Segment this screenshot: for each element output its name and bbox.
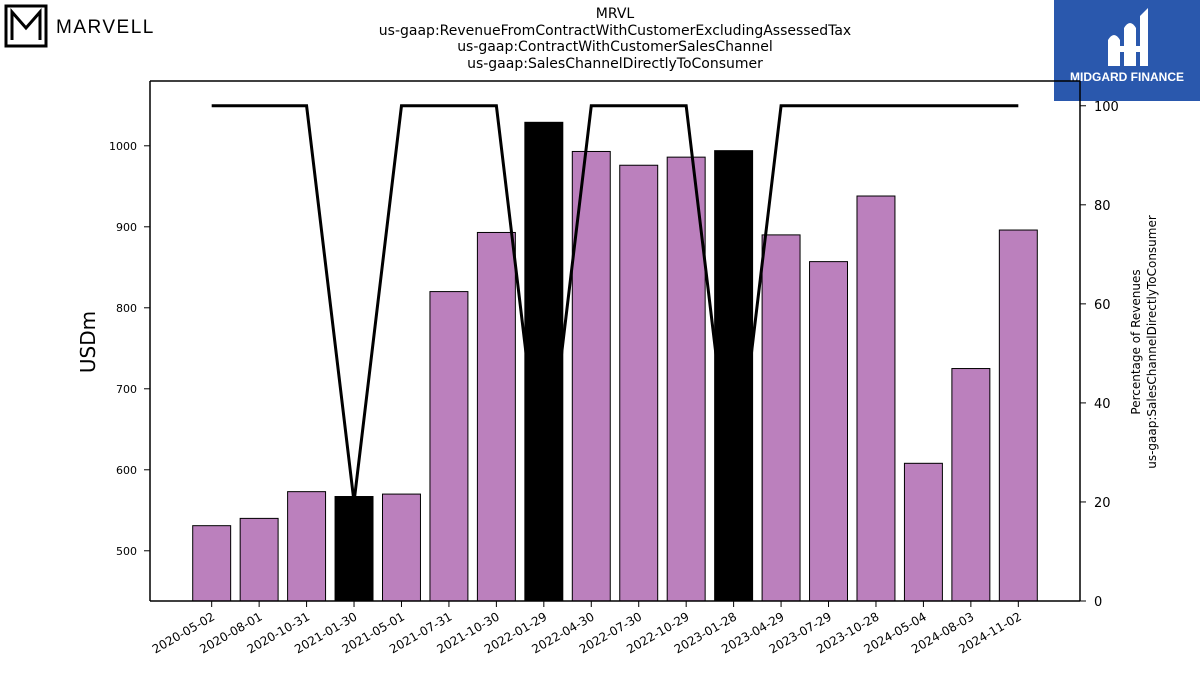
- left-tick-label: 500: [116, 545, 137, 558]
- bar-2023-10-28: [856, 195, 896, 602]
- left-axis-ticks: 500 600 700 800 900 1000: [109, 140, 150, 558]
- left-tick-label: 1000: [109, 140, 137, 153]
- y-axis-label: USDm: [76, 311, 100, 373]
- bar-2023-04-29: [761, 234, 801, 602]
- right-axis-ticks: 0 20 40 60 80 100: [1080, 100, 1119, 610]
- axes-group: [149, 80, 1081, 602]
- chart-title-line-3: us-gaap:ContractWithCustomerSalesChannel: [457, 39, 773, 55]
- midgard-finance-logo: MIDGARD FINANCE: [1054, 0, 1200, 101]
- chart-title-line-1: MRVL: [595, 6, 635, 22]
- bar-2024-08-03: [951, 368, 991, 602]
- left-tick-label: 800: [116, 302, 137, 315]
- x-axis-ticks: 2020-05-022020-08-012020-10-312021-01-30…: [150, 601, 1024, 656]
- bar-2020-05-02: [192, 525, 232, 602]
- marvell-logo: MARVELL: [4, 4, 164, 48]
- bar-2022-10-29: [666, 156, 706, 602]
- left-tick-label: 700: [116, 383, 137, 396]
- y-axis-right-label-line-1: Percentage of Revenues: [1129, 269, 1143, 414]
- bar-2021-07-31: [429, 291, 469, 602]
- y-axis-right-label-line-2: us-gaap:SalesChannelDirectlyToConsumer: [1145, 215, 1159, 469]
- left-tick-label: 600: [116, 464, 137, 477]
- right-tick-label: 40: [1094, 397, 1111, 412]
- bar-2021-05-01: [382, 493, 421, 602]
- right-tick-label: 100: [1094, 100, 1119, 115]
- midgard-finance-logo-mark: MIDGARD FINANCE: [1070, 8, 1184, 84]
- right-tick-label: 20: [1094, 496, 1111, 511]
- left-tick-label: 900: [116, 221, 137, 234]
- bar-2021-01-30: [334, 496, 374, 602]
- bar-2022-04-30: [571, 150, 611, 602]
- bars-group: [192, 121, 1038, 602]
- right-tick-label: 60: [1094, 298, 1111, 313]
- marvell-logo-text: MARVELL: [56, 17, 155, 38]
- bar-2020-10-31: [287, 491, 327, 602]
- bar-2024-05-04: [903, 462, 943, 602]
- bar-2024-11-02: [998, 229, 1038, 602]
- bar-2020-08-01: [239, 517, 279, 602]
- midgard-finance-logo-text: MIDGARD FINANCE: [1070, 70, 1184, 84]
- chart-title-line-2: us-gaap:RevenueFromContractWithCustomerE…: [378, 23, 852, 39]
- bar-2022-01-29: [524, 121, 564, 602]
- percentage-line: [211, 104, 1019, 503]
- bar-2021-10-30: [476, 231, 516, 602]
- bar-2023-01-28: [714, 150, 754, 602]
- marvell-logo-mark: MARVELL: [4, 4, 155, 48]
- bar-2022-07-30: [619, 164, 659, 602]
- right-tick-label: 80: [1094, 199, 1111, 214]
- line-group: [211, 104, 1019, 503]
- right-tick-label: 0: [1094, 595, 1102, 610]
- chart-title-line-4: us-gaap:SalesChannelDirectlyToConsumer: [467, 56, 763, 72]
- bar-2023-07-29: [809, 261, 849, 602]
